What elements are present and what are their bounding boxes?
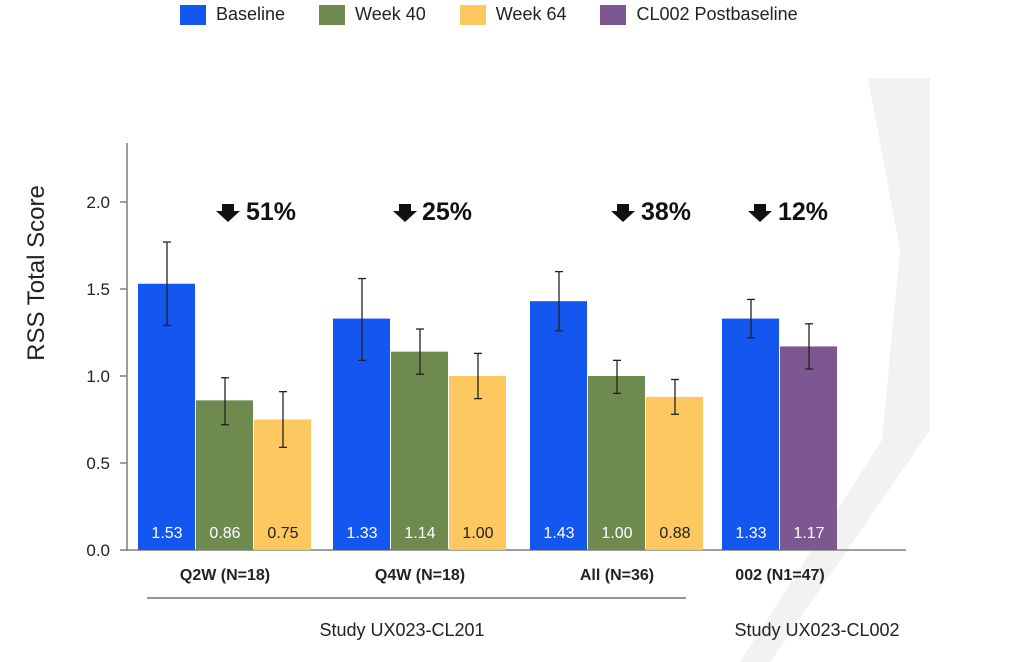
y-tick-label: 1.0 (86, 367, 110, 386)
study-label-cl201: Study UX023-CL201 (319, 620, 484, 640)
study-label-cl002: Study UX023-CL002 (734, 620, 899, 640)
bar-cl002-postbaseline (780, 346, 837, 550)
bar-value-label: 1.53 (151, 525, 182, 542)
bar-baseline (530, 301, 587, 550)
x-category-label: Q2W (N=18) (180, 567, 270, 584)
y-tick-label: 0.5 (86, 454, 110, 473)
bar-value-label: 0.86 (209, 525, 240, 542)
bar-baseline (722, 319, 779, 550)
bar-value-label: 0.88 (659, 525, 690, 542)
x-category-label: 002 (N1=47) (735, 567, 824, 584)
bar-week-40 (588, 376, 645, 550)
x-category-label: All (N=36) (580, 567, 654, 584)
bar-value-label: 1.00 (601, 525, 632, 542)
y-axis-title: RSS Total Score (23, 185, 50, 361)
reduction-percentage: 25% (422, 198, 472, 226)
down-arrow-icon (216, 204, 240, 222)
x-category-label: Q4W (N=18) (375, 567, 465, 584)
down-arrow-icon (393, 204, 417, 222)
y-tick-label: 2.0 (86, 193, 110, 212)
bar-value-label: 1.17 (793, 525, 824, 542)
down-arrow-icon (611, 204, 635, 222)
down-arrow-icon (748, 204, 772, 222)
y-tick-label: 1.5 (86, 280, 110, 299)
bar-value-label: 1.43 (543, 525, 574, 542)
bar-week-64 (449, 376, 506, 550)
bar-value-label: 1.33 (735, 525, 766, 542)
reduction-percentage: 51% (246, 198, 296, 226)
bar-week-40 (391, 352, 448, 550)
bar-value-label: 1.00 (462, 525, 493, 542)
reduction-percentage: 38% (641, 198, 691, 226)
bar-value-label: 1.14 (404, 525, 435, 542)
bar-chart: RSS Total Score 0.0 0.5 1.0 1.5 2.0 1.53 0.86… (0, 0, 1024, 662)
bar-value-label: 0.75 (267, 525, 298, 542)
reduction-percentage: 12% (778, 198, 828, 226)
y-tick-label: 0.0 (86, 541, 110, 560)
bar-value-label: 1.33 (346, 525, 377, 542)
